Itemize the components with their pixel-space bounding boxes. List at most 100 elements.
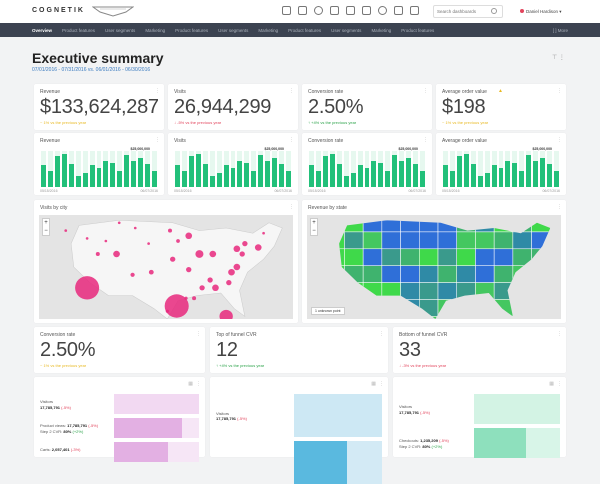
state-region[interactable]: [475, 215, 495, 233]
state-region[interactable]: [381, 316, 401, 319]
state-region[interactable]: [437, 316, 457, 319]
more-menu-icon[interactable]: ⋮: [289, 88, 294, 94]
nav-more[interactable]: [ ] More: [552, 28, 568, 33]
nav-item[interactable]: User segments: [331, 27, 362, 33]
state-region[interactable]: [531, 231, 551, 250]
state-region[interactable]: [456, 248, 476, 266]
state-region[interactable]: [437, 282, 457, 300]
state-region[interactable]: [344, 215, 364, 233]
city-bubble[interactable]: [192, 296, 197, 301]
state-region[interactable]: [437, 231, 457, 250]
city-bubble[interactable]: [212, 284, 219, 292]
state-region[interactable]: [326, 265, 345, 283]
settings-icon[interactable]: [378, 6, 387, 15]
state-region[interactable]: [362, 215, 383, 233]
zoom-in-button[interactable]: +: [44, 220, 48, 226]
state-region[interactable]: [475, 299, 495, 317]
city-bubble[interactable]: [185, 232, 193, 240]
city-bubble[interactable]: [113, 250, 120, 258]
funnel-bar[interactable]: [293, 441, 347, 484]
state-region[interactable]: [326, 231, 345, 250]
state-region[interactable]: [326, 316, 345, 319]
more-menu-icon[interactable]: ⋮: [557, 137, 562, 143]
state-region[interactable]: [381, 282, 401, 300]
city-bubble[interactable]: [262, 231, 265, 235]
state-region[interactable]: [362, 299, 383, 317]
city-bubble[interactable]: [233, 245, 241, 253]
state-region[interactable]: [475, 316, 495, 319]
city-bubble[interactable]: [233, 263, 241, 271]
map-canvas[interactable]: [39, 215, 293, 319]
more-menu-icon[interactable]: ⋮: [289, 137, 294, 143]
state-region[interactable]: [381, 231, 401, 250]
city-bubble[interactable]: [117, 221, 121, 225]
state-region[interactable]: [381, 215, 401, 233]
state-region[interactable]: [475, 265, 495, 283]
city-bubble[interactable]: [239, 251, 245, 257]
state-region[interactable]: [512, 282, 532, 300]
state-region[interactable]: [475, 282, 495, 300]
funnel-bar[interactable]: [474, 428, 526, 458]
nav-item[interactable]: Marketing: [145, 27, 166, 33]
nav-item[interactable]: Product features: [401, 27, 435, 33]
nav-item[interactable]: User segments: [218, 27, 249, 33]
zoom-out-button[interactable]: −: [44, 228, 48, 234]
state-region[interactable]: [493, 282, 514, 300]
state-region[interactable]: [550, 299, 561, 317]
city-bubble[interactable]: [254, 244, 262, 251]
state-region[interactable]: [512, 248, 532, 266]
more-menu-icon[interactable]: ⋮: [155, 88, 160, 94]
state-region[interactable]: [531, 248, 551, 266]
more-menu-icon[interactable]: ⋮: [155, 137, 160, 143]
state-region[interactable]: [437, 265, 457, 283]
more-menu-icon[interactable]: ⋮: [423, 88, 428, 94]
state-region[interactable]: [475, 231, 495, 250]
more-menu-icon[interactable]: ⋮: [557, 381, 562, 387]
city-bubble[interactable]: [195, 250, 204, 258]
state-region[interactable]: [512, 215, 532, 233]
notification-icon[interactable]: [520, 9, 524, 13]
state-region[interactable]: [362, 231, 383, 250]
state-region[interactable]: [400, 316, 420, 319]
state-region[interactable]: [362, 316, 383, 319]
city-bubble[interactable]: [75, 276, 100, 300]
state-region[interactable]: [419, 248, 439, 266]
state-region[interactable]: [381, 248, 401, 266]
state-region[interactable]: [493, 215, 514, 233]
state-region[interactable]: [456, 215, 476, 233]
state-region[interactable]: [493, 265, 514, 283]
lock-icon[interactable]: [410, 6, 419, 15]
city-bubble[interactable]: [147, 242, 150, 245]
state-region[interactable]: [550, 316, 561, 319]
more-menu-icon[interactable]: ⋮: [196, 381, 201, 387]
table-view-icon[interactable]: ▦: [371, 381, 376, 387]
city-bubble[interactable]: [64, 229, 68, 232]
state-region[interactable]: [326, 248, 345, 266]
nav-item[interactable]: Overview: [32, 27, 53, 33]
state-region[interactable]: [419, 265, 439, 283]
city-bubble[interactable]: [165, 309, 169, 313]
state-map[interactable]: 1 unknown point + −: [307, 215, 561, 319]
state-region[interactable]: [456, 316, 476, 319]
state-region[interactable]: [381, 299, 401, 317]
state-region[interactable]: [344, 282, 364, 300]
nav-item[interactable]: Marketing: [371, 27, 392, 33]
map-zoom-control[interactable]: + −: [42, 218, 50, 236]
funnel-bar[interactable]: [114, 442, 168, 462]
state-region[interactable]: [456, 265, 476, 283]
city-bubble[interactable]: [226, 280, 232, 286]
more-menu-icon[interactable]: ⋮: [557, 88, 562, 94]
state-region[interactable]: [531, 282, 551, 300]
state-region[interactable]: [512, 265, 532, 283]
state-region[interactable]: [493, 248, 514, 266]
funnel-bar[interactable]: [293, 394, 382, 437]
city-bubble[interactable]: [184, 296, 188, 300]
state-region[interactable]: [512, 231, 532, 250]
map-zoom-control[interactable]: + −: [310, 218, 318, 236]
city-bubble[interactable]: [164, 294, 189, 318]
search-icon[interactable]: [491, 8, 497, 14]
state-region[interactable]: [307, 249, 326, 266]
state-region[interactable]: [550, 248, 561, 266]
state-region[interactable]: [344, 231, 364, 250]
state-region[interactable]: [493, 231, 514, 250]
